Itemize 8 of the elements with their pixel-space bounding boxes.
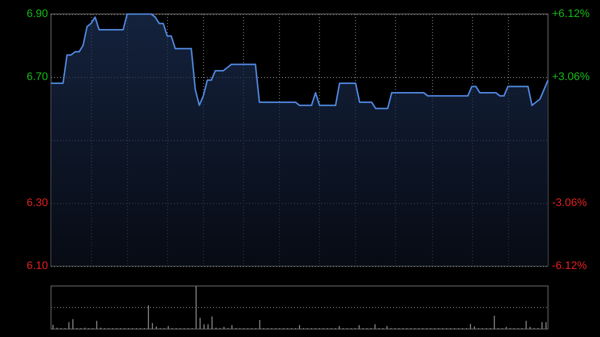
y-tick-label: 6.70: [26, 71, 48, 83]
y2-tick-label: -3.06%: [552, 197, 588, 209]
y-tick-label: 6.30: [26, 197, 48, 209]
y-tick-label: 6.90: [26, 8, 48, 20]
y2-tick-label: -6.12%: [552, 260, 588, 272]
y-tick-label: 6.10: [26, 260, 48, 272]
y2-tick-label: +6.12%: [552, 8, 590, 20]
y2-tick-label: +3.06%: [552, 71, 590, 83]
